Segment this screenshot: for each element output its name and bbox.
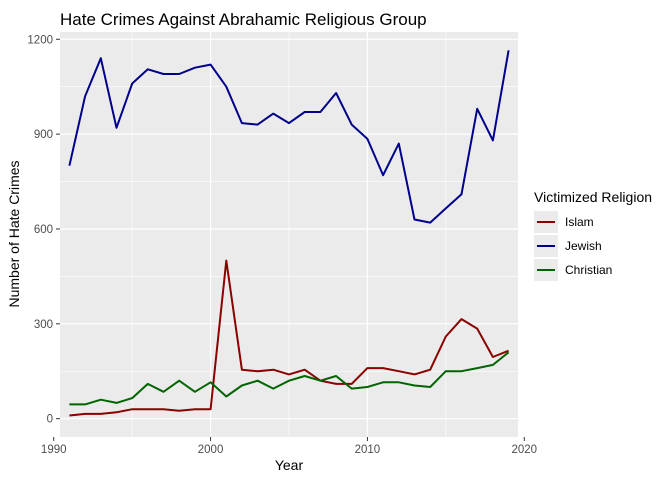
- series-line-christian: [69, 351, 510, 406]
- legend-label: Islam: [565, 215, 594, 229]
- chart-title: Hate Crimes Against Abrahamic Religious …: [60, 10, 427, 29]
- x-tick-label: 2010: [355, 444, 381, 456]
- y-axis-title: Number of Hate Crimes: [6, 160, 22, 307]
- series-line-islam: [69, 259, 509, 417]
- legend-label: Jewish: [565, 239, 602, 253]
- series-lines: [68, 50, 510, 417]
- legend: Victimized Religion Islam Jewish Christian: [534, 189, 652, 281]
- x-tick-label: 2020: [511, 444, 537, 456]
- x-tick-label: 2000: [198, 444, 224, 456]
- legend-title: Victimized Religion: [534, 189, 652, 205]
- x-axis-ticks: 1990 2000 2010 2020: [41, 437, 537, 456]
- grid-lines: [53, 32, 525, 437]
- legend-label: Christian: [565, 263, 612, 277]
- x-axis-title: Year: [275, 457, 304, 473]
- y-tick-label: 600: [34, 224, 53, 236]
- y-axis-ticks: 0 300 600 900 1200: [27, 34, 60, 426]
- x-tick-label: 1990: [41, 444, 67, 456]
- y-tick-label: 300: [34, 319, 53, 331]
- y-tick-label: 1200: [27, 34, 53, 46]
- y-tick-label: 0: [47, 414, 53, 426]
- series-line-jewish: [68, 50, 510, 224]
- y-tick-label: 900: [34, 129, 53, 141]
